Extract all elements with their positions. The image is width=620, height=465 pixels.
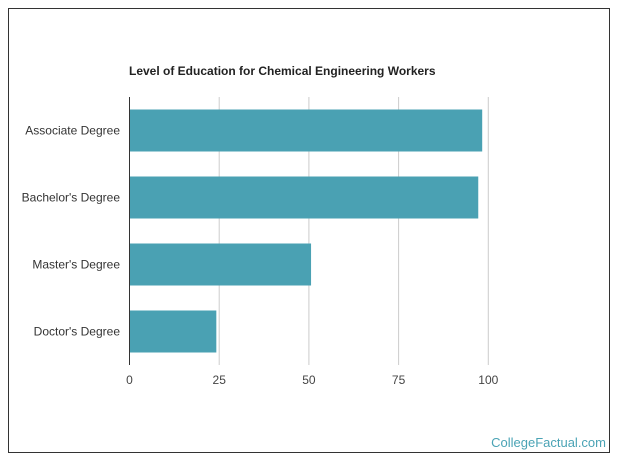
x-tick-label: 100 xyxy=(478,373,498,387)
y-category-label: Bachelor's Degree xyxy=(22,191,121,205)
x-tick-label: 25 xyxy=(213,373,227,387)
y-category-label: Doctor's Degree xyxy=(34,325,121,339)
bar xyxy=(129,243,312,286)
bar xyxy=(129,176,479,219)
bar xyxy=(129,109,483,152)
bar xyxy=(129,310,217,353)
chart-frame xyxy=(8,8,610,453)
x-tick-label: 75 xyxy=(392,373,406,387)
y-category-label: Associate Degree xyxy=(25,124,120,138)
y-category-label: Master's Degree xyxy=(32,258,120,272)
brand-link[interactable]: CollegeFactual.com xyxy=(491,435,606,450)
chart-title: Level of Education for Chemical Engineer… xyxy=(129,64,436,78)
x-tick-label: 50 xyxy=(302,373,316,387)
x-tick-label: 0 xyxy=(126,373,133,387)
